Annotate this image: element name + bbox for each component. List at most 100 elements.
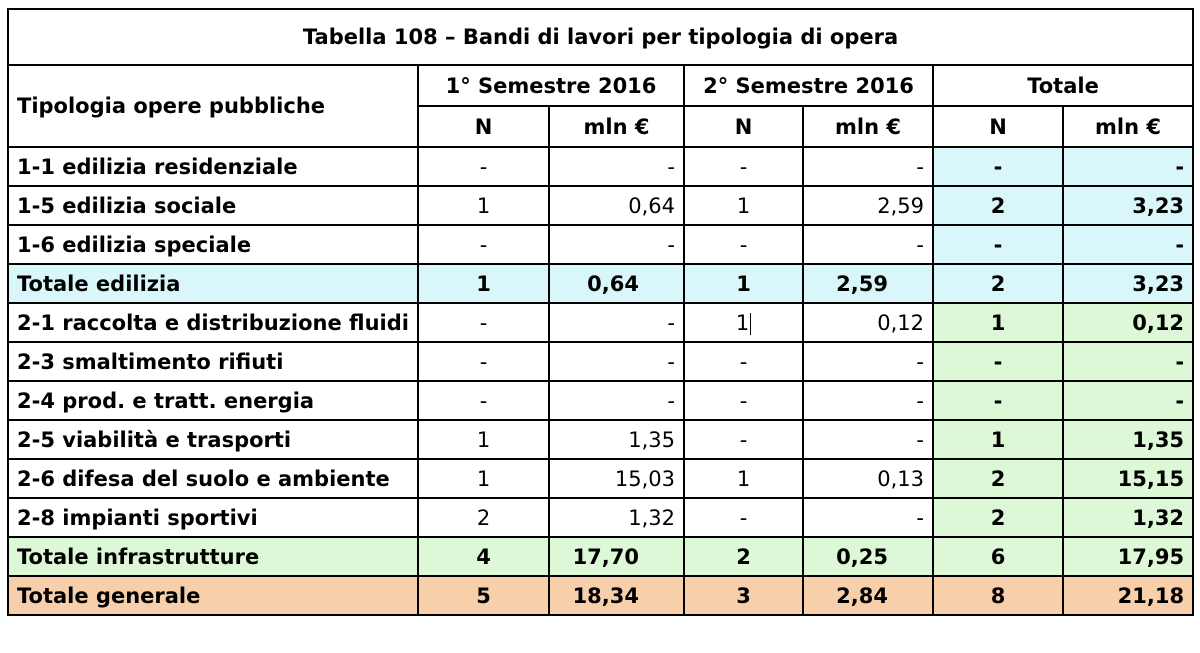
- text-cursor-icon: [750, 312, 752, 335]
- table-row-total-edilizia: Totale edilizia 1 0,64 1 2,59 2 3,23: [7, 263, 1195, 304]
- header-row-2: N mln € N mln € N mln €: [8, 105, 1195, 148]
- cell-s2n: 1: [683, 302, 804, 343]
- row-label: 1-1 edilizia residenziale: [7, 146, 419, 187]
- table-row: 1-1 edilizia residenziale - - - - - -: [7, 146, 1195, 187]
- cell-s2m: 2,59: [802, 185, 934, 226]
- header-sem1-mln: mln €: [548, 105, 685, 148]
- cell-tn: 2: [932, 497, 1064, 538]
- header-tot-n: N: [932, 105, 1064, 148]
- cell-s1n: 4: [417, 536, 550, 577]
- row-label: 2-6 difesa del suolo e ambiente: [7, 458, 419, 499]
- table-row: 2-8 impianti sportivi 2 1,32 - - 2 1,32: [7, 497, 1195, 538]
- cell-tn: -: [932, 380, 1064, 421]
- cell-s2m: -: [802, 341, 934, 382]
- cell-tn: 2: [932, 185, 1064, 226]
- cell-tm: -: [1061, 146, 1195, 187]
- cell-s1m: 1,32: [548, 497, 685, 538]
- header-totale: Totale: [931, 64, 1195, 107]
- cell-s1m: 18,34: [548, 575, 685, 616]
- cell-s2n: -: [683, 146, 804, 187]
- cell-s1m: -: [548, 146, 685, 187]
- row-label: Totale generale: [7, 575, 419, 616]
- header-sem1: 1° Semestre 2016: [417, 64, 685, 107]
- cell-tm: 17,95: [1061, 536, 1195, 577]
- cell-tm: 3,23: [1061, 263, 1195, 304]
- table-row: 2-6 difesa del suolo e ambiente 1 15,03 …: [7, 458, 1195, 499]
- cell-s2m: -: [802, 146, 934, 187]
- header-sem2-mln: mln €: [802, 105, 934, 148]
- cell-s2n-value: 1: [735, 310, 750, 335]
- cell-s1n: -: [417, 224, 550, 265]
- cell-tm: -: [1061, 380, 1195, 421]
- cell-tn: -: [932, 146, 1064, 187]
- cell-s2m: -: [802, 497, 934, 538]
- cell-s2m: 2,84: [802, 575, 934, 616]
- cell-s1n: -: [417, 341, 550, 382]
- cell-tn: 2: [932, 263, 1064, 304]
- table-row-total-generale: Totale generale 5 18,34 3 2,84 8 21,18: [7, 575, 1195, 616]
- table-row: 1-5 edilizia sociale 1 0,64 1 2,59 2 3,2…: [7, 185, 1195, 226]
- table-row: 2-5 viabilità e trasporti 1 1,35 - - 1 1…: [7, 419, 1195, 460]
- cell-tn: -: [932, 341, 1064, 382]
- cell-s2n: 2: [683, 536, 804, 577]
- cell-tm: 0,12: [1061, 302, 1195, 343]
- row-label: 2-8 impianti sportivi: [7, 497, 419, 538]
- table-row: 2-1 raccolta e distribuzione fluidi - - …: [7, 302, 1195, 343]
- header-sem1-n: N: [417, 105, 550, 148]
- cell-s2n: 1: [683, 263, 804, 304]
- cell-s1n: 1: [417, 263, 550, 304]
- table-title: Tabella 108 – Bandi di lavori per tipolo…: [6, 8, 1195, 66]
- cell-tm: -: [1061, 224, 1195, 265]
- row-label: 1-6 edilizia speciale: [7, 224, 419, 265]
- cell-s1n: 5: [417, 575, 550, 616]
- cell-s2m: 2,59: [802, 263, 934, 304]
- cell-s1m: 0,64: [548, 263, 685, 304]
- cell-tm: 15,15: [1061, 458, 1195, 499]
- cell-s2n: -: [683, 224, 804, 265]
- table-row: 2-3 smaltimento rifiuti - - - - - -: [7, 341, 1195, 382]
- cell-s1m: -: [548, 380, 685, 421]
- cell-tn: 1: [932, 302, 1064, 343]
- row-label: Totale infrastrutture: [7, 536, 419, 577]
- cell-s1m: 17,70: [548, 536, 685, 577]
- cell-s2n: -: [683, 497, 804, 538]
- cell-s1n: -: [417, 380, 550, 421]
- cell-s2n: -: [683, 419, 804, 460]
- cell-tm: 1,32: [1061, 497, 1195, 538]
- header-sem2-n: N: [683, 105, 804, 148]
- cell-s2n: -: [683, 341, 804, 382]
- header-tipologia: Tipologia opere pubbliche: [7, 64, 419, 148]
- cell-s1n: 1: [417, 458, 550, 499]
- table-container: Tabella 108 – Bandi di lavori per tipolo…: [6, 8, 1195, 616]
- cell-s1n: 1: [417, 185, 550, 226]
- header-tot-mln: mln €: [1061, 105, 1195, 148]
- cell-s1n: 1: [417, 419, 550, 460]
- cell-s2n: 1: [683, 185, 804, 226]
- cell-s2n: 1: [683, 458, 804, 499]
- cell-s1n: -: [417, 146, 550, 187]
- cell-s1m: 1,35: [548, 419, 685, 460]
- cell-s2m: -: [802, 224, 934, 265]
- cell-s2m: -: [802, 419, 934, 460]
- cell-s1m: -: [548, 224, 685, 265]
- cell-s1m: -: [548, 302, 685, 343]
- row-label: 2-3 smaltimento rifiuti: [7, 341, 419, 382]
- cell-s1m: 0,64: [548, 185, 685, 226]
- cell-s1n: 2: [417, 497, 550, 538]
- row-label: 2-1 raccolta e distribuzione fluidi: [7, 302, 419, 343]
- title-row: Tabella 108 – Bandi di lavori per tipolo…: [6, 8, 1195, 66]
- cell-tm: 3,23: [1061, 185, 1195, 226]
- table-row: 1-6 edilizia speciale - - - - - -: [7, 224, 1195, 265]
- cell-tn: 8: [932, 575, 1064, 616]
- cell-tn: -: [932, 224, 1064, 265]
- row-label: Totale edilizia: [7, 263, 419, 304]
- table-row: 2-4 prod. e tratt. energia - - - - - -: [7, 380, 1195, 421]
- cell-s1m: 15,03: [548, 458, 685, 499]
- cell-s1m: -: [548, 341, 685, 382]
- cell-tm: 1,35: [1061, 419, 1195, 460]
- table-row-total-infrastrutture: Totale infrastrutture 4 17,70 2 0,25 6 1…: [7, 536, 1195, 577]
- cell-s2m: 0,25: [802, 536, 934, 577]
- cell-s2m: -: [802, 380, 934, 421]
- row-label: 1-5 edilizia sociale: [7, 185, 419, 226]
- cell-tn: 1: [932, 419, 1064, 460]
